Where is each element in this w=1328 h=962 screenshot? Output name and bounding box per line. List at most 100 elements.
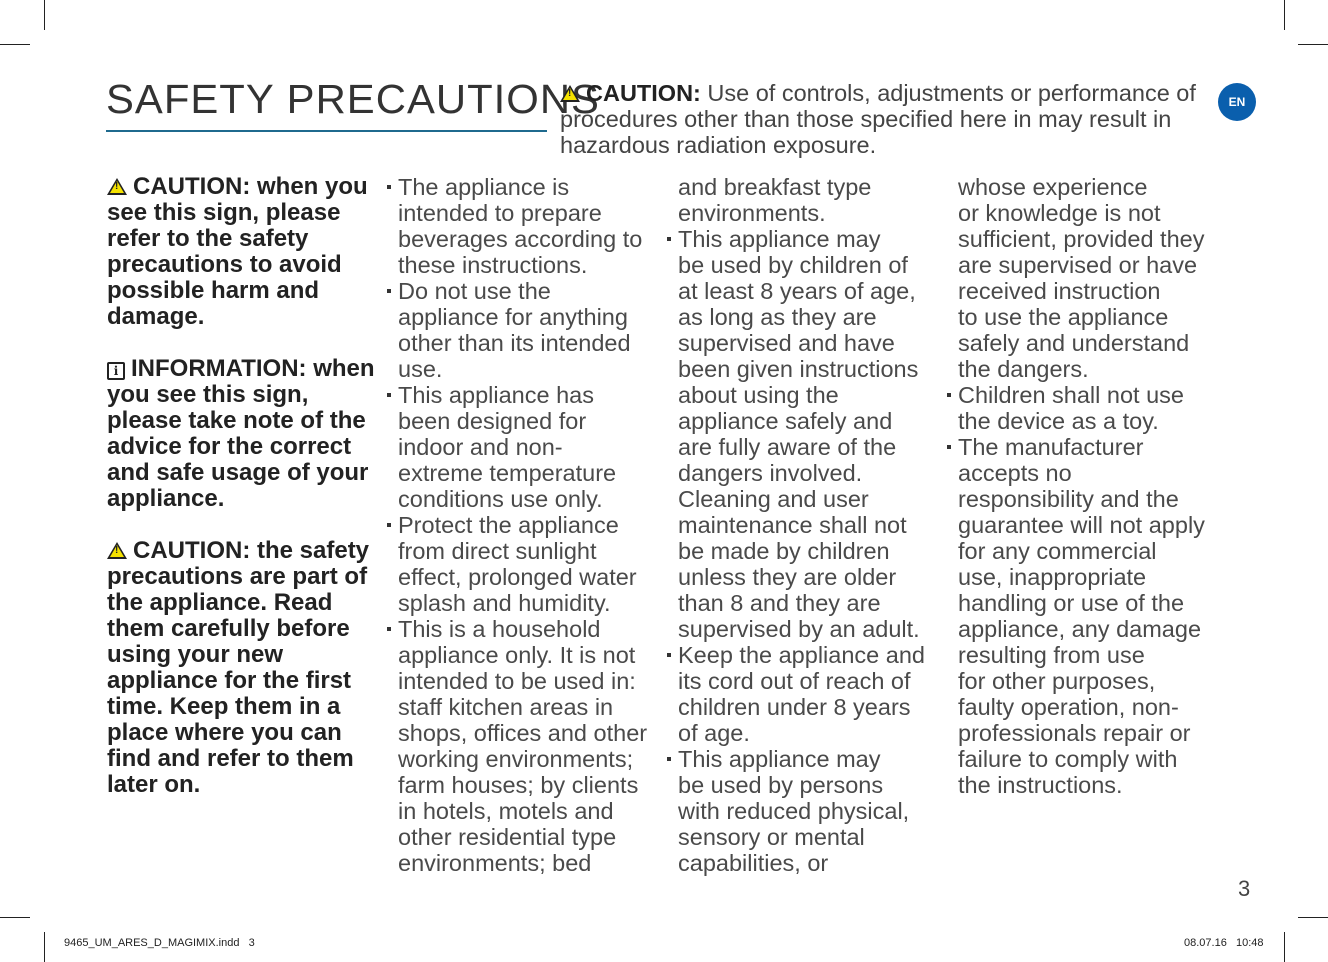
list-item-line: whose experience [947, 174, 1217, 200]
list-item-text: This appliance may [678, 226, 881, 252]
list-item-text: capabilities, or [678, 850, 829, 876]
list-item-text: been given instructions [678, 356, 919, 382]
list-item-text: than 8 and they are [678, 590, 881, 616]
list-item-line: appliance safely and [667, 408, 937, 434]
crop-mark [1284, 0, 1285, 30]
list-item-line: use, inappropriate [947, 564, 1217, 590]
list-item-text: in hotels, motels and [398, 798, 614, 824]
list-item-line: intended to prepare [387, 200, 657, 226]
bullet-icon [387, 289, 391, 293]
list-item-line: appliance for anything [387, 304, 657, 330]
text-column-3: whose experience or knowledge is not suffi… [947, 174, 1217, 798]
list-item-text: Keep the appliance and [678, 642, 925, 668]
bullet-icon [947, 393, 951, 397]
list-item-text: staff kitchen areas in [398, 694, 614, 720]
list-item-line: farm houses; by clients [387, 772, 657, 798]
list-item-line: conditions use only. [387, 486, 657, 512]
list-item-line: This appliance may [667, 746, 937, 772]
bullet-icon [667, 237, 671, 241]
list-item-text: or knowledge is not [958, 200, 1161, 226]
list-item-line: other than its intended [387, 330, 657, 356]
list-item-text: been designed for [398, 408, 587, 434]
list-item-line: resulting from use [947, 642, 1217, 668]
bullet-icon [667, 653, 671, 657]
list-item-text: received instruction [958, 278, 1161, 304]
list-item-line: This appliance has [387, 382, 657, 408]
list-item-line: indoor and non- [387, 434, 657, 460]
bullet-icon [947, 445, 951, 449]
caution-text: Use of controls, adjustments or performa… [560, 80, 1196, 158]
list-item-line: with reduced physical, [667, 798, 937, 824]
list-item-text: guarantee will not apply [958, 512, 1205, 538]
list-item-text: accepts no [958, 460, 1072, 486]
bullet-icon [387, 523, 391, 527]
list-item-text: The manufacturer [958, 434, 1144, 460]
title-underline [106, 130, 547, 132]
list-item-line: in hotels, motels and [387, 798, 657, 824]
list-item-line: Protect the appliance [387, 512, 657, 538]
list-item-text: to use the appliance [958, 304, 1169, 330]
list-item-text: be made by children [678, 538, 890, 564]
list-item-line: children under 8 years [667, 694, 937, 720]
text-column-2: and breakfast type environments. This appl… [667, 174, 937, 876]
list-item-text: about using the [678, 382, 839, 408]
list-item-line: to use the appliance [947, 304, 1217, 330]
list-item-text: are supervised or have [958, 252, 1198, 278]
list-item-line: Children shall not use [947, 382, 1217, 408]
list-item-text: farm houses; by clients [398, 772, 639, 798]
list-item-text: with reduced physical, [678, 798, 910, 824]
list-item-line: responsibility and the [947, 486, 1217, 512]
list-item-text: other residential type [398, 824, 617, 850]
list-item-line: failure to comply with [947, 746, 1217, 772]
list-item-line: Keep the appliance and [667, 642, 937, 668]
list-item-text: beverages according to [398, 226, 643, 252]
list-item-line: This is a household [387, 616, 657, 642]
list-item-text: appliance safely and [678, 408, 893, 434]
list-item-text: be used by children of [678, 252, 908, 278]
list-item-line: safely and understand [947, 330, 1217, 356]
warning-icon [107, 178, 127, 195]
list-item-text: supervised by an adult. [678, 616, 920, 642]
list-item-text: and breakfast type [678, 174, 872, 200]
list-item-text: its cord out of reach of [678, 668, 911, 694]
list-item-line: This appliance may [667, 226, 937, 252]
caution-legend-2: CAUTION: the safety precautions are part… [107, 538, 377, 798]
caution-legend: CAUTION: when you see this sign, please … [107, 174, 377, 330]
list-item-line: received instruction [947, 278, 1217, 304]
list-item-line: the dangers. [947, 356, 1217, 382]
list-item-text: appliance, any damage [958, 616, 1202, 642]
list-item-text: failure to comply with [958, 746, 1178, 772]
list-item-text: the device as a toy. [958, 408, 1159, 434]
text-column-1: The appliance is intended to prepare bever… [387, 174, 657, 876]
list-item-line: the device as a toy. [947, 408, 1217, 434]
list-item-text: environments. [678, 200, 826, 226]
list-item-text: Protect the appliance [398, 512, 619, 538]
bullet-icon [387, 393, 391, 397]
list-item-text: Cleaning and user [678, 486, 869, 512]
list-item-line: or knowledge is not [947, 200, 1217, 226]
list-item-text: appliance for anything [398, 304, 628, 330]
list-item-text: intended to be used in: [398, 668, 636, 694]
list-item-text: whose experience [958, 174, 1148, 200]
list-item-text: use. [398, 356, 443, 382]
list-item-line: for any commercial [947, 538, 1217, 564]
list-item-text: faulty operation, non- [958, 694, 1179, 720]
crop-mark [1284, 932, 1285, 962]
list-item-line: working environments; [387, 746, 657, 772]
list-item-line: professionals repair or [947, 720, 1217, 746]
warning-icon [107, 542, 127, 559]
list-item-text: supervised and have [678, 330, 895, 356]
page-number: 3 [1238, 876, 1251, 901]
list-item-text: at least 8 years of age, [678, 278, 916, 304]
list-item-line: splash and humidity. [387, 590, 657, 616]
list-item-line: unless they are older [667, 564, 937, 590]
list-item-text: This is a household [398, 616, 601, 642]
list-item-text: safely and understand [958, 330, 1190, 356]
list-item-line: effect, prolonged water [387, 564, 657, 590]
list-item-line: are supervised or have [947, 252, 1217, 278]
bullet-icon [667, 757, 671, 761]
list-item-line: these instructions. [387, 252, 657, 278]
list-item-line: shops, offices and other [387, 720, 657, 746]
list-item-line: be used by persons [667, 772, 937, 798]
